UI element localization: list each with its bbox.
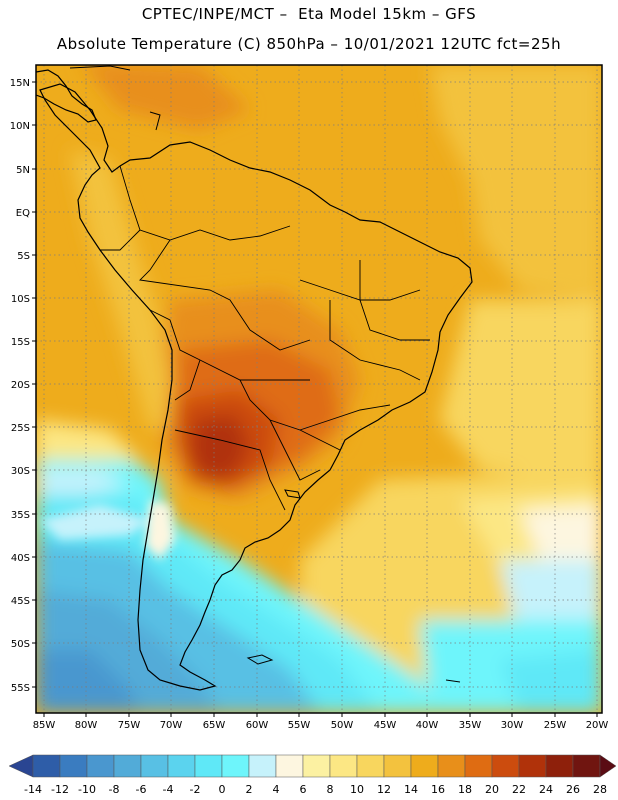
temperature-field [36,65,602,713]
legend-label: -4 [163,783,174,796]
lat-label: 5S [17,251,30,262]
legend-swatch [32,754,61,778]
lon-label: 20W [586,720,609,731]
lat-label: 10N [10,121,30,132]
lon-label: 80W [75,720,98,731]
lon-label: 85W [33,720,56,731]
legend-arrow-low [8,754,34,778]
legend-swatch [140,754,169,778]
lon-label: 35W [459,720,482,731]
legend-label: 16 [431,783,445,796]
legend-label: -6 [136,783,147,796]
graticule [36,65,602,713]
legend-swatch [383,754,412,778]
lat-label: EQ [16,208,30,219]
lon-label: 60W [246,720,269,731]
legend-label: -10 [78,783,96,796]
legend-swatch [302,754,331,778]
legend-label: -8 [109,783,120,796]
legend-label: 24 [539,783,553,796]
lon-label: 75W [118,720,141,731]
lon-label: 55W [288,720,311,731]
lon-label: 45W [374,720,397,731]
legend-label: -2 [190,783,201,796]
legend-swatch [410,754,439,778]
legend-swatch [545,754,574,778]
legend-swatch [572,754,601,778]
legend-label: 26 [566,783,580,796]
legend-label: 14 [404,783,418,796]
lon-label: 70W [160,720,183,731]
lon-label: 25W [544,720,567,731]
legend-label: 4 [273,783,280,796]
lat-label: 5N [16,165,30,176]
lat-label: 15S [11,337,30,348]
legend-label: 28 [593,783,607,796]
legend-swatch [194,754,223,778]
legend-label: 0 [219,783,226,796]
legend-swatch [464,754,493,778]
legend-label: -12 [51,783,69,796]
legend-label: 10 [350,783,364,796]
lat-label: 50S [11,639,30,650]
lat-label: 20S [11,380,30,391]
legend-swatch [275,754,304,778]
legend-label: 18 [458,783,472,796]
legend-swatch [437,754,466,778]
lat-label: 35S [11,510,30,521]
legend-label: 20 [485,783,499,796]
south-america-coastline [39,83,473,691]
legend-label: -14 [24,783,42,796]
legend-swatches [8,754,617,778]
legend-swatch [491,754,520,778]
title-line-2: Absolute Temperature (C) 850hPa – 10/01/… [56,35,562,53]
legend-arrow-high [599,754,617,778]
title-line-1: CPTEC/INPE/MCT – Eta Model 15km – GFS [141,5,477,23]
legend-label: 2 [246,783,253,796]
lat-label: 10S [11,294,30,305]
lat-label: 45S [11,596,30,607]
legend-label: 6 [300,783,307,796]
legend-swatch [59,754,88,778]
color-legend: -14 -12 -10 -8 -6 -4 -2 0 2 4 6 8 10 12 … [8,754,617,796]
lon-label: 65W [203,720,226,731]
legend-swatch [329,754,358,778]
country-borders [100,165,430,511]
legend-swatch [221,754,250,778]
legend-swatch [167,754,196,778]
map-frame [35,64,603,714]
legend-label: 8 [327,783,334,796]
lon-label: 40W [416,720,439,731]
legend-swatch [86,754,115,778]
lat-label: 25S [11,423,30,434]
legend-swatch [356,754,385,778]
lat-label: 15N [10,78,30,89]
lat-label: 40S [11,553,30,564]
lon-label: 50W [331,720,354,731]
temperature-map: 15N 10N 5N EQ 5S 10S 15S 20S 25S 30S 35S… [10,64,609,731]
lat-label: 30S [11,466,30,477]
lon-label: 30W [501,720,524,731]
legend-swatch [248,754,277,778]
legend-swatch [518,754,547,778]
legend-labels: -14 -12 -10 -8 -6 -4 -2 0 2 4 6 8 10 12 … [24,783,607,796]
legend-label: 12 [377,783,391,796]
central-america-coastline [36,69,97,123]
legend-swatch [113,754,142,778]
legend-label: 22 [512,783,526,796]
lat-label: 55S [11,683,30,694]
